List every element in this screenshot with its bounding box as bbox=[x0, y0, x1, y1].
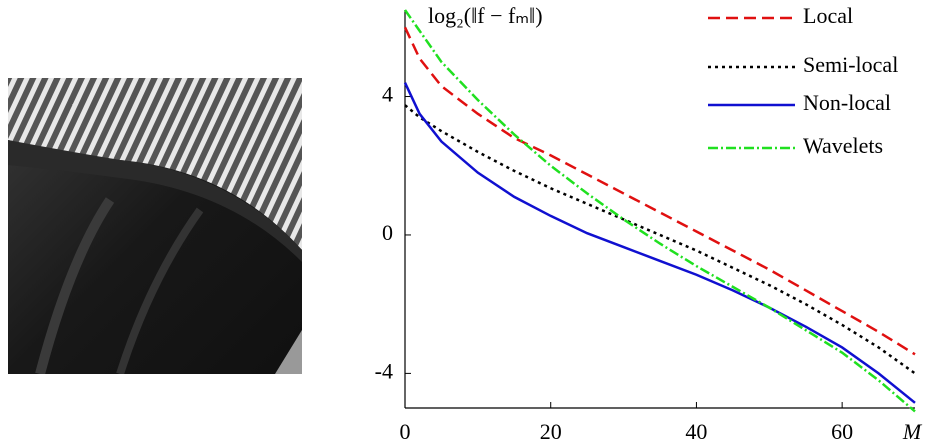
x-tick-label: 40 bbox=[685, 419, 707, 444]
y-tick-label: 4 bbox=[382, 82, 393, 107]
line-series bbox=[404, 104, 916, 375]
legend-label: Local bbox=[803, 3, 853, 28]
legend-label: Non-local bbox=[803, 90, 891, 115]
legend-label: Wavelets bbox=[803, 133, 883, 158]
x-axis-label: M bbox=[902, 419, 923, 444]
legend-label: Semi-local bbox=[803, 52, 898, 77]
plot: log₂(‖f − fₘ‖) M bbox=[404, 3, 923, 444]
line-series bbox=[403, 9, 916, 413]
x-tick-label: 0 bbox=[400, 419, 411, 444]
line-series bbox=[403, 82, 916, 404]
y-tick-label: -4 bbox=[375, 358, 393, 383]
y-axis-label: log₂(‖f − fₘ‖) bbox=[428, 3, 543, 28]
texture-image bbox=[8, 78, 302, 374]
x-tick-label: 20 bbox=[540, 419, 562, 444]
line-series bbox=[403, 26, 916, 356]
x-tick-label: 60 bbox=[831, 419, 853, 444]
y-tick-label: 0 bbox=[382, 220, 393, 245]
